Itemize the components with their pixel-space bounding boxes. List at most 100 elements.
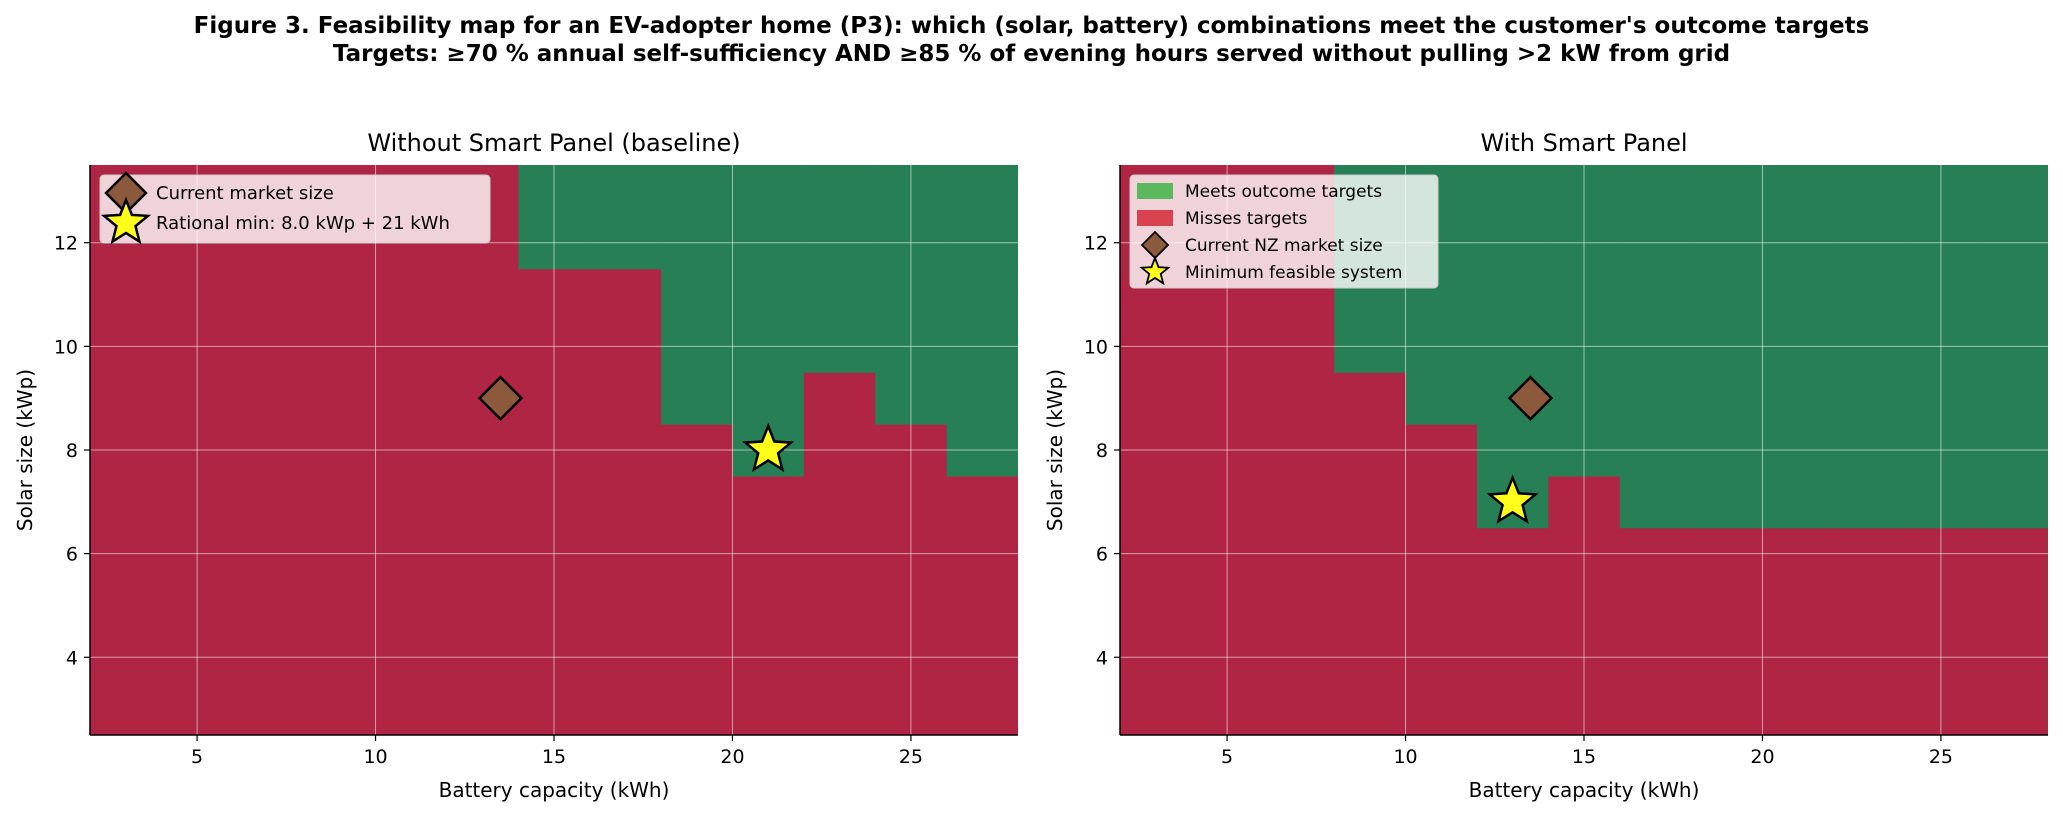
- heatmap-cell-misses: [446, 709, 519, 735]
- heatmap-cell-misses: [90, 268, 162, 296]
- heatmap-cell-meets: [1334, 346, 1407, 373]
- heatmap-cell-misses: [803, 398, 876, 425]
- heatmap-cell-meets: [946, 294, 1018, 322]
- heatmap-cell-meets: [1691, 216, 1764, 244]
- heatmap-cell-meets: [1833, 346, 1906, 373]
- heatmap-cell-meets: [1619, 242, 1692, 270]
- heatmap-cell-meets: [1619, 268, 1692, 296]
- heatmap-cell-meets: [1762, 372, 1835, 399]
- heatmap-cell-meets: [1762, 398, 1835, 425]
- heatmap-cell-misses: [1476, 553, 1549, 581]
- heatmap-cell-misses: [90, 657, 162, 684]
- heatmap-cell-misses: [232, 450, 305, 477]
- heatmap-cell-meets: [1833, 190, 1906, 218]
- heatmap-cell-meets: [1619, 450, 1692, 477]
- legend-box: [99, 174, 491, 244]
- heatmap-cell-meets: [1833, 372, 1906, 399]
- heatmap-cell-misses: [732, 631, 805, 658]
- heatmap-cell-meets: [1762, 242, 1835, 270]
- heatmap-cell-meets: [1976, 165, 2048, 192]
- heatmap-cell-misses: [1976, 709, 2048, 735]
- heatmap-cell-meets: [1762, 294, 1835, 322]
- heatmap-cell-misses: [90, 605, 162, 632]
- heatmap-cell-meets: [1976, 475, 2048, 503]
- heatmap-cell-meets: [803, 346, 876, 373]
- heatmap-cell-misses: [732, 579, 805, 607]
- heatmap-cell-meets: [661, 398, 734, 425]
- heatmap-cell-misses: [1334, 450, 1407, 477]
- heatmap-cell-meets: [1833, 216, 1906, 244]
- heatmap-cell-misses: [1120, 657, 1192, 684]
- heatmap-cell-meets: [1405, 320, 1478, 347]
- heatmap-cell-meets: [1762, 346, 1835, 373]
- minimum-feasible-system-marker: [1486, 474, 1539, 524]
- heatmap-cell-misses: [1833, 709, 1906, 735]
- legend-label: Rational min: 8.0 kWp + 21 kWh: [156, 213, 450, 234]
- heatmap-cell-meets: [1405, 398, 1478, 425]
- heatmap-cell-misses: [232, 605, 305, 632]
- heatmap-cell-misses: [1334, 657, 1407, 684]
- heatmap-cell-meets: [1619, 501, 1692, 529]
- heatmap-cell-misses: [661, 424, 734, 451]
- heatmap-cell-meets: [661, 372, 734, 399]
- legend-label: Current NZ market size: [1185, 236, 1383, 256]
- y-tick-label: 10: [1084, 336, 1108, 358]
- heatmap-cell-misses: [1334, 501, 1407, 529]
- heatmap-cell-meets: [661, 165, 734, 192]
- heatmap-cell-meets: [732, 320, 805, 347]
- heatmap-cell-misses: [803, 527, 876, 555]
- heatmap-cell-meets: [1619, 346, 1692, 373]
- heatmap-cell-meets: [1762, 424, 1835, 451]
- heatmap-cell-misses: [1976, 527, 2048, 555]
- heatmap-cell-misses: [1334, 631, 1407, 658]
- heatmap-cell-misses: [90, 424, 162, 451]
- heatmap-cell-misses: [446, 553, 519, 581]
- heatmap-cell-misses: [1762, 709, 1835, 735]
- heatmap-cell-meets: [1976, 398, 2048, 425]
- heatmap-cell-misses: [946, 579, 1018, 607]
- heatmap-cell-misses: [732, 657, 805, 684]
- heatmap-cell-meets: [1833, 242, 1906, 270]
- heatmap-cell-meets: [1691, 346, 1764, 373]
- heatmap-cell-misses: [90, 683, 162, 710]
- heatmap-cell-meets: [1476, 165, 1549, 192]
- heatmap-cell-misses: [1262, 346, 1335, 373]
- heatmap-cell-meets: [1619, 216, 1692, 244]
- heatmap-cell-meets: [661, 346, 734, 373]
- heatmap-cell-misses: [1762, 527, 1835, 555]
- heatmap-cell-misses: [375, 553, 448, 581]
- heatmap-cell-misses: [732, 501, 805, 529]
- heatmap-cell-misses: [1691, 579, 1764, 607]
- heatmap-cell-misses: [375, 268, 448, 296]
- x-tick-label: 5: [191, 746, 203, 768]
- heatmap-cell-misses: [1619, 683, 1692, 710]
- heatmap-cell-misses: [803, 631, 876, 658]
- heatmap-cell-misses: [1833, 631, 1906, 658]
- heatmap-cell-misses: [946, 553, 1018, 581]
- heatmap-cell-misses: [1120, 320, 1192, 347]
- heatmap-cell-misses: [1405, 475, 1478, 503]
- heatmap-cell-misses: [1476, 709, 1549, 735]
- heatmap-cell-misses: [1833, 553, 1906, 581]
- heatmap-cell-meets: [732, 372, 805, 399]
- heatmap-cell-misses: [1262, 424, 1335, 451]
- heatmap-cell-misses: [232, 553, 305, 581]
- plot-area: [90, 165, 1018, 735]
- heatmap-cell-misses: [1405, 501, 1478, 529]
- heatmap-cell-misses: [1833, 527, 1906, 555]
- heatmap-cell-misses: [232, 683, 305, 710]
- heatmap-cell-meets: [1833, 165, 1906, 192]
- heatmap-cell-misses: [732, 527, 805, 555]
- heatmap-cell-misses: [304, 631, 377, 658]
- heatmap-cell-misses: [1405, 631, 1478, 658]
- legend-star-icon: [100, 196, 152, 245]
- heatmap-cell-misses: [304, 320, 377, 347]
- heatmap-cell-misses: [90, 372, 162, 399]
- legend-patch: [1137, 183, 1173, 199]
- heatmap-cell-misses: [1762, 605, 1835, 632]
- heatmap-cell-meets: [589, 216, 662, 244]
- heatmap-cell-misses: [1262, 631, 1335, 658]
- heatmap-cell-misses: [1334, 579, 1407, 607]
- heatmap-cell-misses: [232, 242, 305, 270]
- heatmap-cell-meets: [732, 346, 805, 373]
